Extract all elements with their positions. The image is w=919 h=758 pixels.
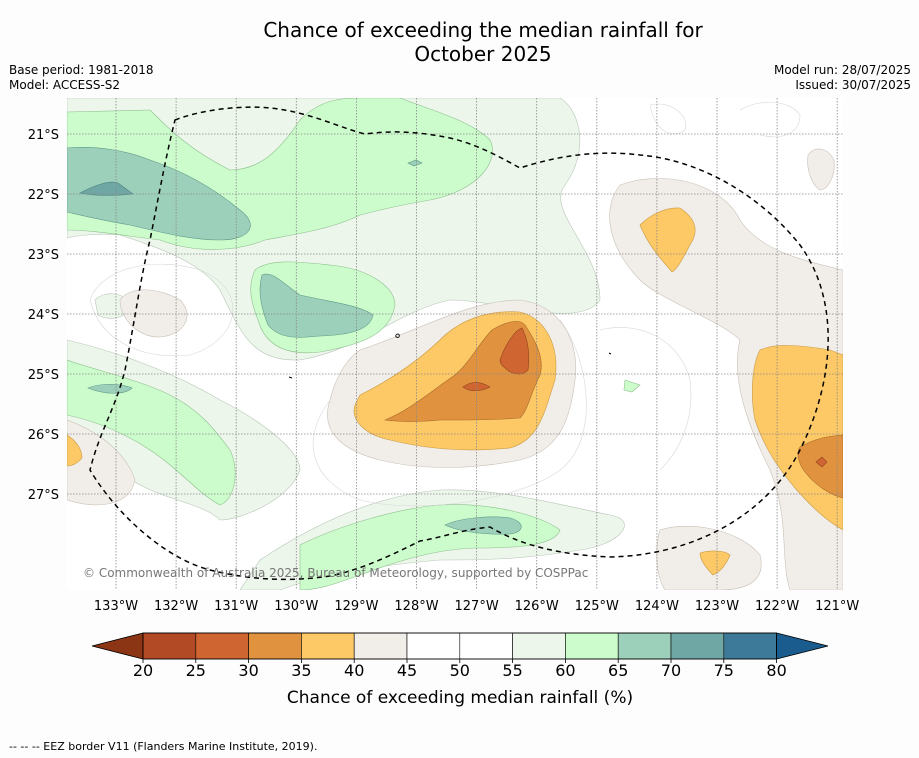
contour-30-35-east [797, 434, 843, 499]
colorbar-swatch [406, 632, 461, 660]
model-name: Model: ACCESS-S2 [9, 78, 121, 92]
lon-label: 127°W [455, 599, 499, 614]
chart-title: Chance of exceeding the median rainfall … [0, 18, 919, 66]
island-marker [395, 333, 400, 338]
colorbar-over-arrow [776, 632, 829, 660]
contour-40-45-west [67, 419, 136, 506]
colorbar: 20 25 30 35 40 45 50 55 60 65 70 75 80 [91, 632, 829, 680]
contour-40-45-northeast [807, 148, 835, 191]
colorbar-swatch [670, 632, 725, 660]
colorbar-swatch [723, 632, 777, 660]
model-run: Model run: 28/07/2025 [773, 63, 911, 77]
gridlines [67, 98, 843, 590]
colorbar-tick-label: 30 [238, 661, 258, 680]
colorbar-label: Chance of exceeding median rainfall (%) [287, 688, 633, 708]
contour-70-75-spot [79, 181, 134, 196]
title-line-2: October 2025 [414, 42, 552, 66]
colorbar-tick-label: 75 [714, 661, 734, 680]
lat-label: 23°S [28, 248, 59, 263]
lat-label: 24°S [28, 308, 59, 323]
title-line-1: Chance of exceeding the median rainfall … [263, 18, 703, 42]
colorbar-tick-label: 45 [397, 661, 417, 680]
map-area [67, 98, 843, 590]
meta-left: Base period: 1981-2018 Model: ACCESS-S2 [9, 63, 154, 93]
colorbar-swatch [301, 632, 355, 660]
lon-label: 121°W [815, 599, 859, 614]
eez-border [89, 106, 829, 581]
lon-label: 133°W [94, 599, 138, 614]
colorbar-swatch [248, 632, 302, 660]
contour-30-35-center [383, 321, 542, 422]
colorbar-swatch [565, 632, 619, 660]
lon-label: 123°W [695, 599, 739, 614]
colorbar-tick-label: 55 [502, 661, 522, 680]
island-marker-3 [608, 352, 612, 355]
colorbar-tick-label: 20 [133, 661, 153, 680]
colorbar-swatch [195, 632, 249, 660]
contour-25-30-center [499, 327, 530, 375]
lon-label: 132°W [154, 599, 198, 614]
meta-right: Model run: 28/07/2025 Issued: 30/07/2025 [774, 63, 911, 93]
contour-40-45-northwest [119, 289, 188, 338]
contour-65-70-north-spot [407, 159, 423, 167]
colorbar-under-arrow [91, 632, 144, 660]
colorbar-tick-label: 35 [291, 661, 311, 680]
lon-label: 122°W [755, 599, 799, 614]
contour-35-40-north [639, 207, 696, 273]
issued-date: Issued: 30/07/2025 [795, 78, 911, 92]
contour-40-45-east [609, 178, 843, 590]
lon-label: 131°W [214, 599, 258, 614]
contour-25-30-east [815, 456, 828, 468]
contour-line-2 [312, 319, 587, 507]
latitude-labels: 21°S 22°S 23°S 24°S 25°S 26°S 27°S [28, 128, 59, 503]
colorbar-swatch [353, 632, 408, 660]
island-marker-2 [288, 376, 293, 379]
lon-label: 129°W [334, 599, 378, 614]
contour-35-40-west [67, 434, 83, 467]
colorbar-tick-label: 50 [450, 661, 470, 680]
contour-65-70 [67, 147, 522, 535]
footer-note: -- -- -- EEZ border V11 (Flanders Marine… [9, 740, 318, 753]
lon-label: 128°W [394, 599, 438, 614]
copyright-text: © Commonwealth of Australia 2025, Bureau… [83, 566, 588, 580]
lat-label: 22°S [28, 188, 59, 203]
colorbar-tick-label: 40 [344, 661, 364, 680]
lat-label: 21°S [28, 128, 59, 143]
colorbar-swatch [617, 632, 672, 660]
colorbar-tick-label: 70 [661, 661, 681, 680]
colorbar-swatch [459, 632, 513, 660]
contour-65-70-central [259, 273, 374, 338]
contour-60-65-west [67, 359, 236, 506]
contour-30-35 [383, 321, 843, 499]
lon-label: 126°W [515, 599, 559, 614]
lat-label: 26°S [28, 428, 59, 443]
contour-60-65-spot [623, 379, 641, 393]
longitude-labels: 133°W 132°W 131°W 130°W 129°W 128°W 127°W 126°W… [94, 599, 860, 614]
base-period: Base period: 1981-2018 [9, 63, 154, 77]
lon-label: 130°W [274, 599, 318, 614]
lon-label: 125°W [575, 599, 619, 614]
contour-65-70-northwest [67, 147, 251, 241]
contour-line-4 [739, 101, 801, 138]
colorbar-tick-label: 80 [766, 661, 786, 680]
lon-label: 124°W [635, 599, 679, 614]
colorbar-swatch [142, 632, 197, 660]
lat-label: 25°S [28, 368, 59, 383]
colorbar-tick-label: 60 [555, 661, 575, 680]
lat-label: 27°S [28, 488, 59, 503]
colorbar-swatch [512, 632, 566, 660]
colorbar-tick-label: 25 [186, 661, 206, 680]
colorbar-tick-label: 65 [608, 661, 628, 680]
contour-65-70-south-spot [444, 516, 522, 535]
